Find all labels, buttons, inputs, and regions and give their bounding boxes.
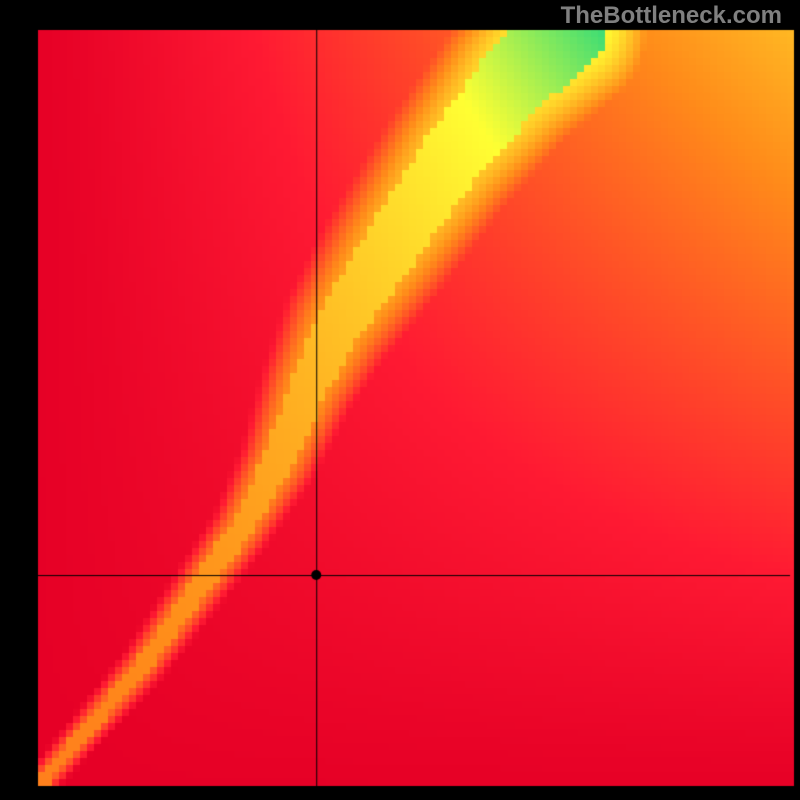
chart-container: { "watermark": { "text": "TheBottleneck.… [0, 0, 800, 800]
bottleneck-heatmap [0, 0, 800, 800]
watermark-text: TheBottleneck.com [561, 2, 782, 30]
